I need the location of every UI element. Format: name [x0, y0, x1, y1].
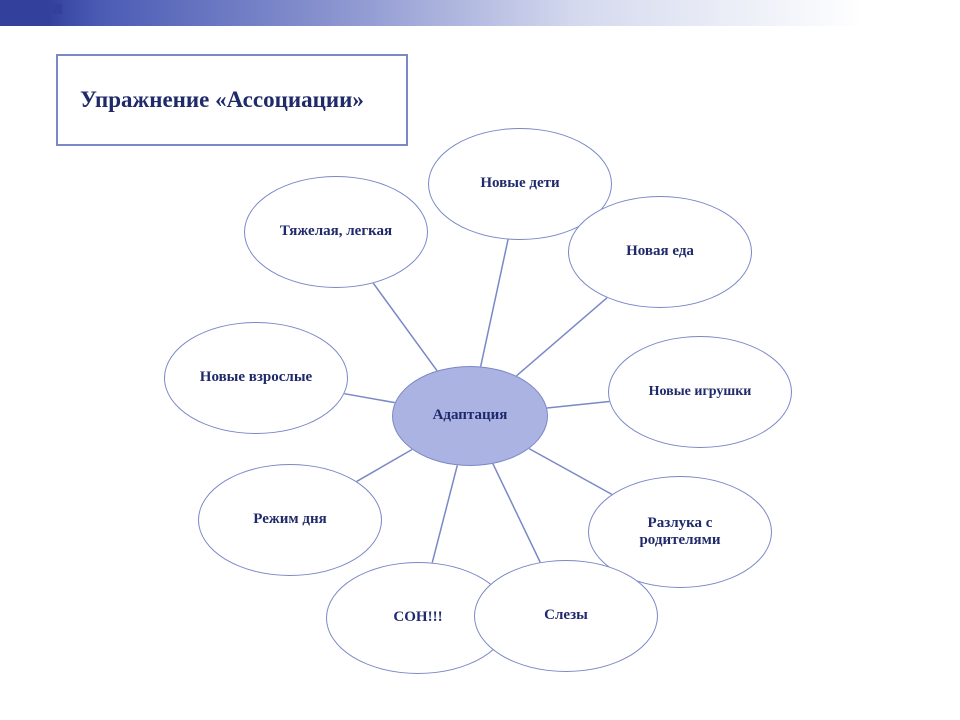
decor-square-icon [38, 14, 50, 26]
center-node: Адаптация [392, 366, 548, 466]
slide: Упражнение «Ассоциации» Новые дети Тяжела… [0, 0, 960, 720]
decor-square-icon [52, 4, 62, 14]
node-tears: Слезы [474, 560, 658, 672]
node-label: СОН!!! [393, 609, 442, 626]
node-schedule: Режим дня [198, 464, 382, 576]
top-gradient-bar [0, 0, 960, 26]
title-box: Упражнение «Ассоциации» [56, 54, 408, 146]
slide-title: Упражнение «Ассоциации» [80, 87, 364, 113]
node-new_toys: Новые игрушки [608, 336, 792, 448]
node-label: Слезы [544, 607, 588, 624]
node-label: Тяжелая, легкая [280, 223, 392, 240]
node-label: Новые взрослые [200, 369, 312, 386]
node-label: Разлука сродителями [639, 515, 720, 550]
node-new_food: Новая еда [568, 196, 752, 308]
decor-square-icon [18, 6, 34, 22]
node-heavy_light: Тяжелая, легкая [244, 176, 428, 288]
node-label: Новые игрушки [649, 384, 752, 400]
node-label: Режим дня [253, 511, 326, 528]
node-new_adults: Новые взрослые [164, 322, 348, 434]
node-label: Новая еда [626, 243, 694, 260]
node-label: Новые дети [480, 175, 559, 192]
node-label: Адаптация [433, 407, 508, 424]
